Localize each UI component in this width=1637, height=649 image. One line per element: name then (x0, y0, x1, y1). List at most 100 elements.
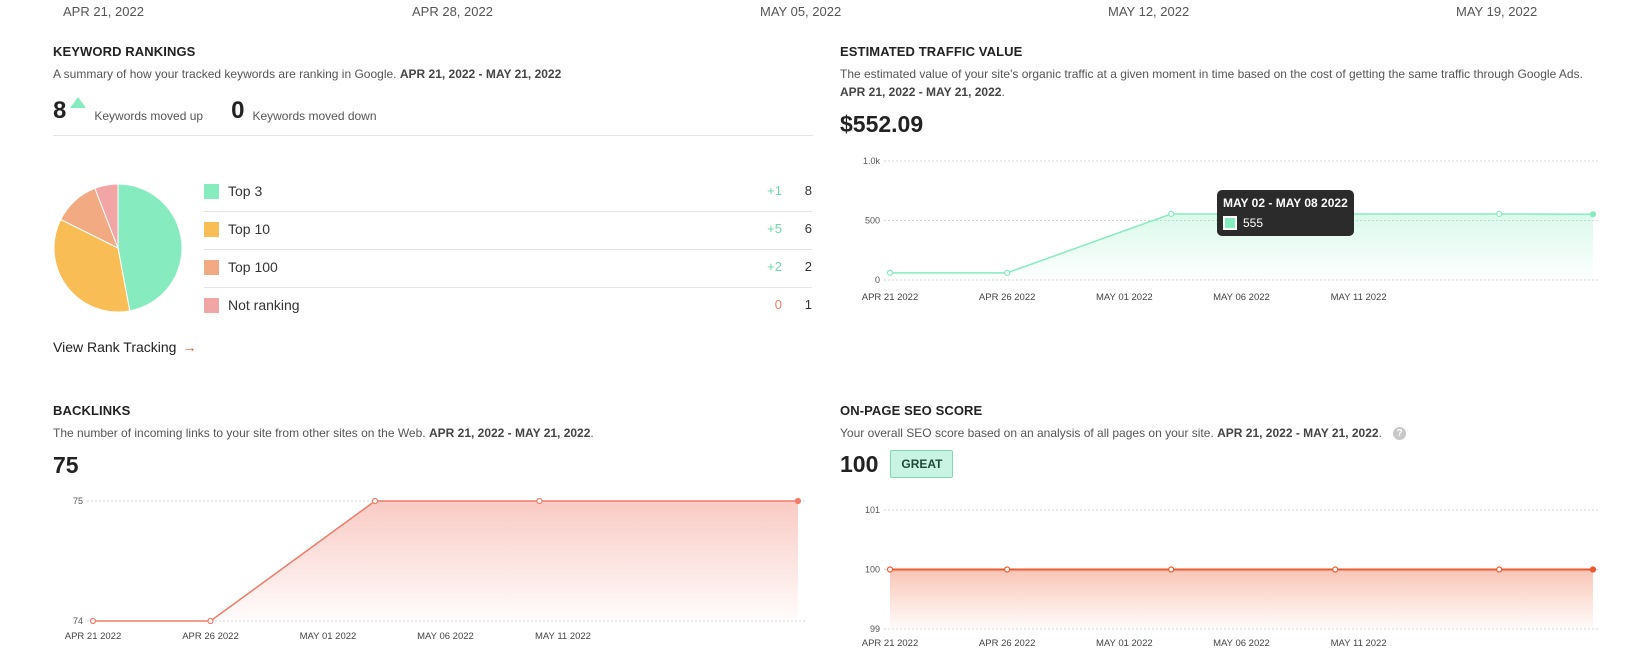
legend-label: Top 100 (228, 259, 278, 275)
desc-text: A summary of how your tracked keywords a… (53, 67, 397, 81)
data-point (1004, 566, 1011, 573)
legend-row-not-ranking: Not ranking 0 1 (204, 287, 812, 325)
y-tick-label: 100 (865, 565, 880, 575)
moved-down-count: 0 (231, 97, 245, 124)
legend-row-top3: Top 3 +1 8 (204, 173, 812, 212)
pie-slice (94, 183, 119, 249)
tooltip-value: 555 (1243, 216, 1264, 230)
x-tick-label: MAY 11 2022 (1331, 292, 1387, 303)
area-fill (890, 213, 1593, 280)
x-tick-label: MAY 11 2022 (535, 631, 591, 642)
tooltip-title: MAY 02 - MAY 08 2022 (1223, 196, 1348, 210)
onpage-seo-panel: ON-PAGE SEO SCORE Your overall SEO score… (840, 403, 1600, 478)
legend-label: Not ranking (228, 297, 300, 313)
backlinks-desc: The number of incoming links to your sit… (53, 426, 594, 440)
top-date-label: MAY 19, 2022 (1456, 4, 1538, 19)
moved-up-label: Keywords moved up (94, 109, 204, 123)
keyword-rankings-panel: KEYWORD RANKINGS A summary of how your t… (53, 44, 813, 136)
score-badge: GREAT (890, 450, 954, 478)
legend-count: 1 (804, 297, 812, 312)
onpage-score: 100 (840, 450, 879, 477)
date-range: APR 21, 2022 - MAY 21, 2022 (1217, 426, 1379, 440)
x-tick-label: MAY 06 2022 (417, 631, 474, 642)
top-date-label: MAY 05, 2022 (760, 4, 842, 19)
top-date-axis: APR 21, 2022 APR 28, 2022 MAY 05, 2022 M… (0, 0, 1637, 22)
top-date-label: APR 28, 2022 (412, 4, 493, 19)
x-tick-label: APR 21 2022 (862, 638, 919, 649)
y-tick-label: 101 (865, 505, 880, 515)
moved-down-label: Keywords moved down (252, 109, 377, 123)
desc-text: The estimated value of your site's organ… (840, 67, 1583, 81)
onpage-chart: 99 100 101 APR 21 2022 APR 26 2022 MAY 01 202… (862, 505, 1600, 649)
data-point (886, 269, 894, 276)
data-point (1589, 211, 1597, 218)
legend-change: 0 (774, 297, 782, 312)
legend-change: +5 (767, 221, 782, 236)
legend-row-top100: Top 100 +2 2 (204, 249, 812, 288)
data-point (207, 617, 214, 625)
onpage-seo-title: ON-PAGE SEO SCORE (840, 403, 983, 418)
x-tick-label: MAY 01 2022 (1096, 638, 1153, 649)
legend-change: +1 (767, 183, 782, 198)
area-fill (93, 501, 798, 621)
data-point (536, 497, 543, 505)
x-tick-label: MAY 06 2022 (1213, 292, 1270, 303)
x-tick-label: APR 21 2022 (65, 631, 122, 642)
data-point (1496, 210, 1503, 218)
date-range: APR 21, 2022 - MAY 21, 2022 (399, 67, 562, 81)
y-tick-label: 0 (875, 275, 880, 285)
onpage-seo-desc: Your overall SEO score based on an analy… (840, 424, 1600, 442)
arrow-right-icon: → (182, 339, 197, 355)
backlinks-count: 75 (53, 452, 79, 478)
traffic-value-title: ESTIMATED TRAFFIC VALUE (840, 44, 1023, 59)
data-point (89, 617, 97, 625)
help-icon[interactable]: ? (1393, 427, 1407, 441)
pie-slice (53, 218, 131, 313)
data-point (794, 497, 802, 505)
data-point (1496, 566, 1503, 573)
traffic-value-desc: The estimated value of your site's organ… (840, 67, 1583, 99)
y-tick-label: 75 (73, 496, 83, 506)
x-tick-label: MAY 06 2022 (1213, 638, 1270, 649)
data-point (1168, 210, 1175, 218)
keyword-legend: Top 3 +1 8 Top 10 +5 6 Top 100 +2 2 Not … (0, 173, 830, 327)
traffic-value-panel: ESTIMATED TRAFFIC VALUE The estimated va… (840, 44, 1600, 138)
y-tick-label: 74 (73, 616, 83, 626)
legend-change: +2 (767, 259, 782, 274)
y-tick-label: 1.0k (863, 156, 881, 166)
legend-swatch (204, 298, 219, 313)
x-tick-label: APR 21 2022 (862, 292, 919, 303)
data-point (1168, 566, 1175, 573)
data-point (371, 497, 379, 505)
up-arrow-icon (70, 97, 87, 108)
divider (53, 135, 813, 136)
onpage-score-row: 100 GREAT (840, 450, 1600, 478)
traffic-chart: 0 500 1.0k APR 21 2022 APR 26 2022 MAY 01 202… (862, 156, 1600, 303)
view-rank-tracking-link[interactable]: View Rank Tracking → (53, 339, 196, 355)
x-tick-label: MAY 01 2022 (300, 631, 357, 642)
legend-swatch (204, 222, 219, 237)
backlinks-chart: 74 75 APR 21 2022 APR 26 2022 MAY 01 2022 MAY… (65, 496, 805, 642)
legend-swatch (204, 184, 219, 199)
x-tick-label: APR 26 2022 (979, 638, 1036, 649)
data-point (1004, 269, 1011, 276)
keyword-rankings-desc: A summary of how your tracked keywords a… (53, 65, 813, 83)
moved-up-count: 8 (53, 97, 67, 124)
date-range: APR 21, 2022 - MAY 21, 2022 (840, 85, 1002, 99)
legend-label: Top 3 (228, 183, 263, 199)
tooltip-row: 555 (1223, 216, 1348, 230)
desc-text: Your overall SEO score based on an analy… (840, 426, 1214, 440)
desc-text: The number of incoming links to your sit… (53, 426, 426, 440)
keyword-movement-summary: 8 Keywords moved up 0 Keywords moved dow… (53, 97, 813, 125)
top-date-label: MAY 12, 2022 (1108, 4, 1190, 19)
legend-row-top10: Top 10 +5 6 (204, 211, 812, 250)
y-tick-label: 500 (865, 216, 880, 226)
data-point (886, 566, 894, 573)
legend-count: 8 (804, 183, 812, 198)
keyword-rankings-title: KEYWORD RANKINGS (53, 44, 196, 59)
legend-swatch (204, 260, 219, 275)
legend-count: 2 (804, 259, 812, 274)
area-fill (890, 569, 1593, 629)
legend-count: 6 (804, 221, 812, 236)
x-tick-label: APR 26 2022 (979, 292, 1036, 303)
